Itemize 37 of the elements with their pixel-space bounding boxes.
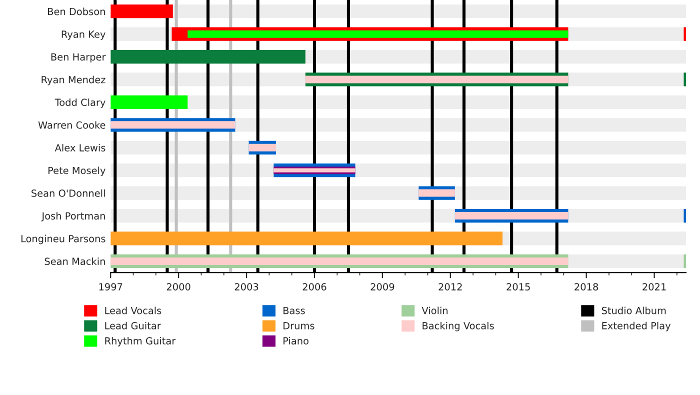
legend-label: Studio Album <box>602 306 666 314</box>
y-tick-label: Ryan Key <box>62 30 106 40</box>
bar <box>248 144 276 152</box>
bar <box>110 4 173 18</box>
y-tick-label: Pete Mosely <box>48 166 106 176</box>
y-tick-label: Ben Dobson <box>48 8 105 16</box>
legend-label: Bass <box>284 307 305 314</box>
y-tick-label: Ryan Mendez <box>42 76 106 86</box>
x-tick-label: 2021 <box>642 283 666 290</box>
bar <box>454 212 568 220</box>
y-tick-label: Warren Cooke <box>38 121 106 129</box>
x-tick-label: 2006 <box>302 283 326 290</box>
legend-label: Extended Play <box>602 322 671 332</box>
x-tick-label: 2003 <box>234 283 258 290</box>
x-tick-label: 2015 <box>506 283 530 290</box>
legend-label: Rhythm Guitar <box>105 337 176 346</box>
x-tick-label: 2009 <box>370 283 394 290</box>
legend-label: Lead Vocals <box>105 306 162 314</box>
legend-label: Violin <box>422 306 448 314</box>
x-tick-label: 2000 <box>166 283 190 290</box>
y-tick-label: Josh Portman <box>41 212 105 222</box>
bar <box>418 189 455 197</box>
x-tick-label: 2018 <box>574 283 598 290</box>
y-tick-label: Alex Lewis <box>54 144 106 152</box>
legend-label: Piano <box>284 337 308 345</box>
bar <box>110 121 236 129</box>
x-tick-label: 1997 <box>99 283 122 290</box>
legend-label: Drums <box>284 322 314 330</box>
y-tick-label: Sean O'Donnell <box>32 189 105 197</box>
y-tick-label: Sean Mackin <box>44 258 105 266</box>
y-tick-label: Todd Clary <box>54 98 106 108</box>
y-tick-label: Longineu Parsons <box>21 234 106 244</box>
legend-label: Backing Vocals <box>422 322 494 332</box>
y-tick-label: Ben Harper <box>51 53 106 62</box>
x-tick-label: 2012 <box>438 283 462 290</box>
legend-label: Lead Guitar <box>105 322 161 330</box>
bar <box>305 76 568 84</box>
